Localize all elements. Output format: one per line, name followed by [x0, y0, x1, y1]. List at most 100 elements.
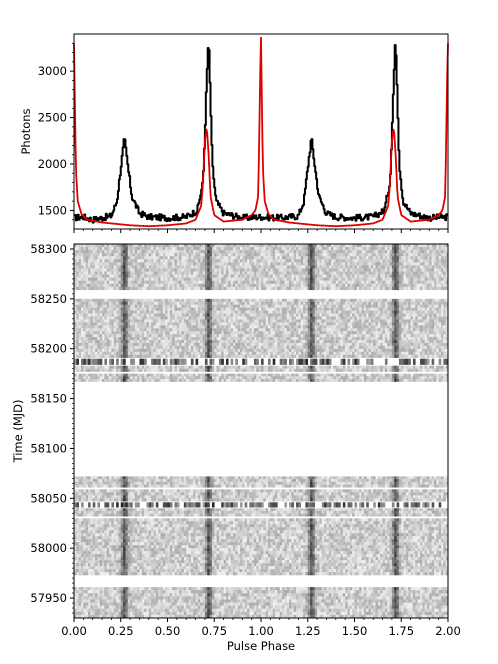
- phaseogram-cell: [249, 551, 252, 555]
- phaseogram-cell: [317, 524, 320, 528]
- phaseogram-cell: [370, 551, 374, 555]
- phaseogram-cell: [408, 560, 411, 564]
- phaseogram-cell: [256, 533, 259, 537]
- phaseogram-cell: [195, 599, 199, 603]
- phaseogram-cell: [148, 563, 152, 567]
- phaseogram-cell: [422, 569, 425, 573]
- phaseogram-cell: [97, 530, 101, 534]
- phaseogram-cell: [347, 605, 351, 609]
- phaseogram-cell: [298, 510, 302, 514]
- phaseogram-cell: [293, 542, 297, 546]
- phaseogram-cell: [235, 533, 238, 537]
- phaseogram-cell: [155, 545, 159, 549]
- phaseogram-cell: [102, 527, 105, 531]
- phaseogram-cell: [277, 524, 280, 528]
- phaseogram-cell: [403, 602, 407, 606]
- phaseogram-cell: [291, 563, 295, 567]
- phaseogram-cell: [356, 533, 360, 537]
- phaseogram-cell: [436, 527, 439, 531]
- phaseogram-cell: [85, 527, 89, 531]
- phaseogram-cell: [328, 545, 332, 549]
- phaseogram-cell: [333, 524, 337, 528]
- phaseogram-cell: [144, 527, 147, 531]
- phaseogram-cell: [375, 542, 379, 546]
- phaseogram-cell: [377, 545, 381, 549]
- phaseogram-cell: [289, 593, 292, 597]
- phaseogram-cell: [382, 614, 386, 619]
- phaseogram-cell: [242, 605, 245, 609]
- phaseogram-cell: [151, 542, 154, 546]
- phaseogram-cell: [349, 510, 353, 514]
- phaseogram-cell: [176, 539, 180, 543]
- phaseogram-cell: [410, 518, 414, 522]
- phaseogram-cell: [190, 587, 194, 591]
- phaseogram-cell: [443, 536, 446, 540]
- phaseogram-cell: [440, 530, 444, 534]
- phaseogram-cell: [338, 611, 341, 616]
- phaseogram-cell: [303, 614, 306, 619]
- phaseogram-cell: [181, 545, 185, 549]
- phaseogram-cell: [356, 590, 360, 594]
- phaseogram-cell: [230, 587, 234, 591]
- phaseogram-cell: [438, 518, 442, 522]
- phaseogram-cell: [183, 545, 187, 549]
- phaseogram-cell: [235, 563, 238, 567]
- phaseogram-cell: [200, 614, 203, 619]
- phaseogram-cell: [307, 608, 311, 613]
- phaseogram-cell: [403, 539, 407, 543]
- phaseogram-cell: [303, 536, 306, 540]
- phaseogram-cell: [113, 527, 117, 531]
- phaseogram-cell: [338, 593, 341, 597]
- phaseogram-cell: [335, 530, 339, 534]
- phaseogram-cell: [293, 557, 297, 561]
- phaseogram-cell: [155, 551, 159, 555]
- phaseogram-cell: [445, 590, 449, 594]
- phaseogram-cell: [375, 566, 379, 570]
- phaseogram-cell: [333, 593, 337, 597]
- phaseogram-cell: [81, 551, 84, 555]
- phaseogram-cell: [265, 551, 269, 555]
- phaseogram-cell: [291, 590, 295, 594]
- phaseogram-cell: [88, 510, 91, 514]
- phaseogram-cell: [92, 605, 96, 609]
- phaseogram-cell: [401, 545, 404, 549]
- phaseogram-cell: [310, 551, 313, 555]
- phaseogram-cell: [76, 551, 79, 555]
- phaseogram-cell: [319, 536, 323, 540]
- phaseogram-cell: [275, 563, 278, 567]
- phaseogram-cell: [127, 587, 131, 591]
- phaseogram-cell: [155, 587, 159, 591]
- phaseogram-cell: [408, 608, 411, 613]
- phaseogram-cell: [324, 554, 327, 558]
- phaseogram-cell: [120, 551, 124, 555]
- phaseogram-cell: [321, 593, 325, 597]
- phaseogram-cell: [380, 518, 383, 522]
- phaseogram-cell: [200, 572, 203, 576]
- phaseogram-cell: [158, 557, 161, 561]
- phaseogram-cell: [275, 510, 278, 514]
- phaseogram-cell: [298, 566, 302, 570]
- phaseogram-cell: [394, 605, 397, 609]
- phaseogram-cell: [424, 569, 428, 573]
- phaseogram-cell: [277, 587, 280, 591]
- phaseogram-cell: [443, 587, 446, 591]
- phaseogram-cell: [102, 569, 105, 573]
- phaseogram-cell: [204, 593, 208, 597]
- phaseogram-cell: [417, 563, 421, 567]
- phaseogram-cell: [342, 560, 346, 564]
- phaseogram-cell: [331, 611, 334, 616]
- phaseogram-cell: [230, 521, 234, 525]
- phaseogram-cell: [258, 545, 262, 549]
- phaseogram-cell: [310, 602, 313, 606]
- phaseogram-cell: [118, 539, 122, 543]
- phaseogram-cell: [265, 602, 269, 606]
- phaseogram-cell: [83, 518, 86, 522]
- phaseogram-cell: [179, 548, 182, 552]
- phaseogram-cell: [232, 614, 236, 619]
- phaseogram-cell: [282, 590, 285, 594]
- phaseogram-cell: [141, 593, 145, 597]
- phaseogram-cell: [78, 572, 82, 576]
- phaseogram-cell: [141, 542, 145, 546]
- phaseogram-cell: [317, 530, 320, 534]
- phaseogram-cell: [263, 551, 266, 555]
